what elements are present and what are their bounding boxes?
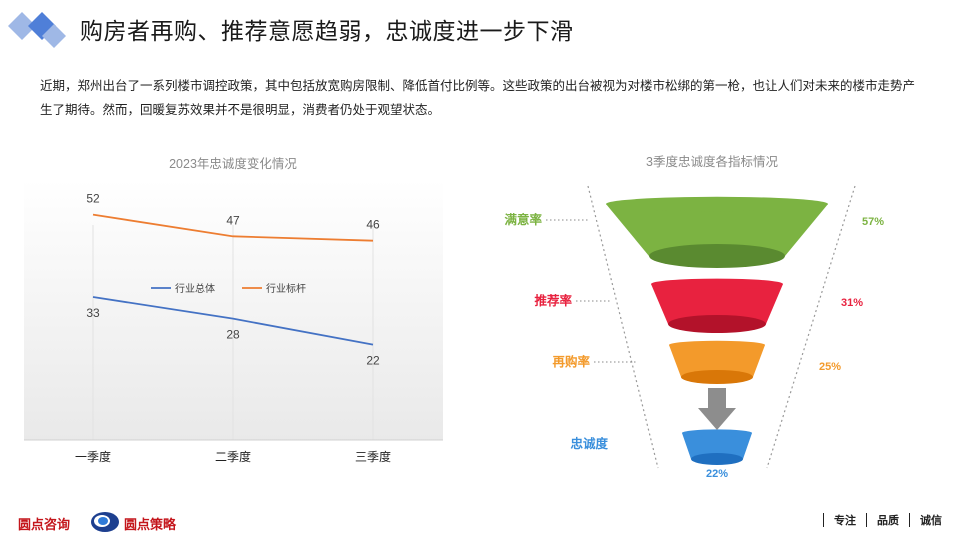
data-label: 46 <box>366 218 380 232</box>
funnel-category-label: 再购率 <box>552 354 590 369</box>
funnel-layer-recommend: 推荐率 31% <box>534 278 863 333</box>
funnel-layer-repurchase: 再购率 25% <box>552 340 841 384</box>
series-line-benchmark <box>92 213 374 242</box>
funnel-layer-loyalty: 忠诚度 22% <box>570 429 752 480</box>
x-tick-label: 二季度 <box>215 449 251 464</box>
page-title: 购房者再购、推荐意愿趋弱，忠诚度进一步下滑 <box>80 19 574 45</box>
data-label: 22 <box>366 354 380 368</box>
footer-brand: 圆点咨询 圆点策略 <box>18 510 218 536</box>
funnel-segment <box>669 345 765 377</box>
footer-slogans: 专注 品质 诚信 <box>813 512 942 528</box>
data-label: 28 <box>226 328 240 342</box>
x-tick-label: 一季度 <box>75 449 111 464</box>
slogan-divider <box>909 513 910 527</box>
series-line-industry <box>92 296 374 346</box>
funnel-chart-title: 3季度忠诚度各指标情况 <box>646 154 778 169</box>
funnel-value-label: 25% <box>819 361 841 373</box>
funnel-segment <box>651 284 783 324</box>
funnel-guide-right <box>766 185 856 469</box>
data-label: 52 <box>86 192 100 206</box>
brand-name-left: 圆点咨询 <box>18 518 71 533</box>
funnel-value-label: 31% <box>841 297 863 309</box>
funnel-category-label: 满意率 <box>504 212 542 227</box>
arrow-down-icon <box>698 388 736 430</box>
funnel-category-label: 忠诚度 <box>570 436 608 451</box>
slogan-focus: 专注 <box>834 514 856 527</box>
slogan-integrity: 诚信 <box>920 514 942 527</box>
funnel-segment-top <box>606 196 828 212</box>
data-label: 47 <box>226 213 240 227</box>
line-chart-title: 2023年忠诚度变化情况 <box>169 156 297 171</box>
legend-label: 行业总体 <box>175 282 215 295</box>
funnel-segment-base <box>681 370 753 384</box>
funnel-guide-left <box>587 185 659 469</box>
funnel-segment-base <box>668 315 766 333</box>
data-label: 33 <box>86 306 100 320</box>
funnel-category-label: 推荐率 <box>534 293 572 308</box>
logo-diamonds-icon <box>8 12 66 48</box>
funnel-segment-base <box>691 453 743 465</box>
slogan-quality: 品质 <box>877 514 899 527</box>
funnel-segment-top <box>682 429 752 437</box>
brand-name-right: 圆点策略 <box>124 518 177 533</box>
funnel-value-label: 22% <box>706 468 728 480</box>
funnel-value-label: 57% <box>862 216 884 228</box>
x-tick-label: 三季度 <box>355 449 391 464</box>
funnel-segment <box>606 204 828 256</box>
slogan-divider <box>866 513 867 527</box>
loyalty-trend-line-chart: 2023年忠诚度变化情况 33 28 22 52 47 46 一季度 二季度 三季度 行业总体… <box>24 156 443 464</box>
funnel-segment <box>682 433 752 459</box>
loyalty-funnel-chart: 3季度忠诚度各指标情况 满意率 57% 推荐率 31% 再购率 25% 忠诚度 22% <box>504 154 884 480</box>
funnel-layer-satisfaction: 满意率 57% <box>504 196 884 268</box>
intro-paragraph: 近期，郑州出台了一系列楼市调控政策，其中包括放宽购房限制、降低首付比例等。这些政… <box>40 78 916 117</box>
slogan-divider <box>823 513 824 527</box>
brand-logo-icon <box>91 512 119 532</box>
funnel-segment-top <box>651 278 783 290</box>
funnel-segment-top <box>669 340 765 350</box>
funnel-segment-base <box>649 244 785 268</box>
legend-label: 行业标杆 <box>266 282 306 295</box>
